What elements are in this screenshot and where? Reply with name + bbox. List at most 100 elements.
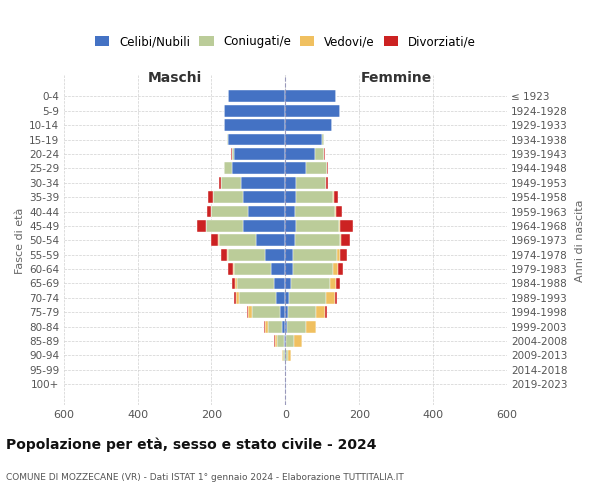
Bar (283, 350, 284, 362)
Bar (221, 249, 227, 260)
Bar (286, 177, 296, 188)
Bar (340, 249, 347, 260)
Bar (206, 220, 243, 232)
Bar (340, 234, 341, 246)
Bar (286, 90, 337, 102)
Bar (286, 220, 296, 232)
Bar (280, 306, 286, 318)
Bar (243, 220, 286, 232)
Bar (286, 234, 295, 246)
Bar (330, 278, 337, 289)
Bar (238, 278, 274, 289)
Bar (276, 292, 286, 304)
Bar (224, 162, 232, 174)
Text: COMUNE DI MOZZECANE (VR) - Dati ISTAT 1° gennaio 2024 - Elaborazione TUTTITALIA.: COMUNE DI MOZZECANE (VR) - Dati ISTAT 1°… (6, 474, 404, 482)
Text: Maschi: Maschi (148, 71, 202, 85)
Bar (247, 306, 248, 318)
Bar (224, 120, 286, 131)
Bar (286, 263, 293, 275)
Bar (197, 220, 206, 232)
Bar (218, 234, 219, 246)
Bar (334, 191, 338, 203)
Bar (326, 177, 328, 188)
Bar (286, 249, 293, 260)
Bar (334, 263, 338, 275)
Bar (271, 263, 286, 275)
Y-axis label: Anni di nascita: Anni di nascita (575, 199, 585, 281)
Bar (241, 177, 286, 188)
Bar (284, 350, 286, 362)
Bar (263, 321, 265, 332)
Bar (337, 278, 340, 289)
Bar (233, 148, 286, 160)
Bar (296, 191, 334, 203)
Bar (213, 191, 243, 203)
Bar (286, 292, 289, 304)
Bar (232, 148, 233, 160)
Bar (221, 177, 241, 188)
Bar (335, 206, 336, 218)
Bar (248, 206, 286, 218)
Bar (265, 249, 286, 260)
Bar (337, 249, 340, 260)
Bar (335, 292, 337, 304)
Bar (284, 378, 286, 390)
Bar (219, 234, 256, 246)
Bar (268, 321, 283, 332)
Bar (289, 306, 316, 318)
Bar (233, 263, 235, 275)
Bar (289, 292, 326, 304)
Bar (208, 191, 213, 203)
Bar (265, 321, 268, 332)
Bar (243, 191, 286, 203)
Bar (295, 234, 340, 246)
Bar (326, 292, 335, 304)
Bar (236, 292, 239, 304)
Text: Femmine: Femmine (361, 71, 432, 85)
Bar (286, 162, 305, 174)
Bar (274, 278, 286, 289)
Bar (286, 321, 287, 332)
Bar (315, 148, 324, 160)
Bar (325, 306, 327, 318)
Bar (287, 321, 307, 332)
Bar (296, 177, 326, 188)
Bar (284, 335, 286, 347)
Bar (336, 206, 341, 218)
Bar (235, 263, 271, 275)
Bar (228, 263, 233, 275)
Bar (232, 162, 286, 174)
Bar (208, 206, 211, 218)
Bar (286, 206, 295, 218)
Bar (219, 177, 221, 188)
Bar (286, 306, 289, 318)
Bar (291, 278, 330, 289)
Bar (256, 234, 286, 246)
Bar (286, 191, 296, 203)
Bar (286, 134, 322, 145)
Bar (286, 335, 294, 347)
Bar (316, 306, 325, 318)
Bar (288, 350, 291, 362)
Bar (277, 335, 284, 347)
Bar (252, 306, 280, 318)
Bar (286, 105, 340, 117)
Bar (286, 148, 315, 160)
Legend: Celibi/Nubili, Coniugati/e, Vedovi/e, Divorziati/e: Celibi/Nubili, Coniugati/e, Vedovi/e, Di… (95, 36, 475, 49)
Bar (340, 220, 353, 232)
Bar (224, 105, 286, 117)
Bar (275, 335, 277, 347)
Bar (228, 249, 265, 260)
Bar (227, 134, 228, 145)
Bar (239, 292, 276, 304)
Bar (228, 90, 286, 102)
Bar (293, 263, 334, 275)
Bar (228, 134, 286, 145)
Bar (327, 162, 328, 174)
Bar (248, 306, 252, 318)
Bar (322, 134, 324, 145)
Bar (283, 321, 286, 332)
Bar (286, 350, 288, 362)
Text: Popolazione per età, sesso e stato civile - 2024: Popolazione per età, sesso e stato civil… (6, 438, 377, 452)
Bar (305, 162, 327, 174)
